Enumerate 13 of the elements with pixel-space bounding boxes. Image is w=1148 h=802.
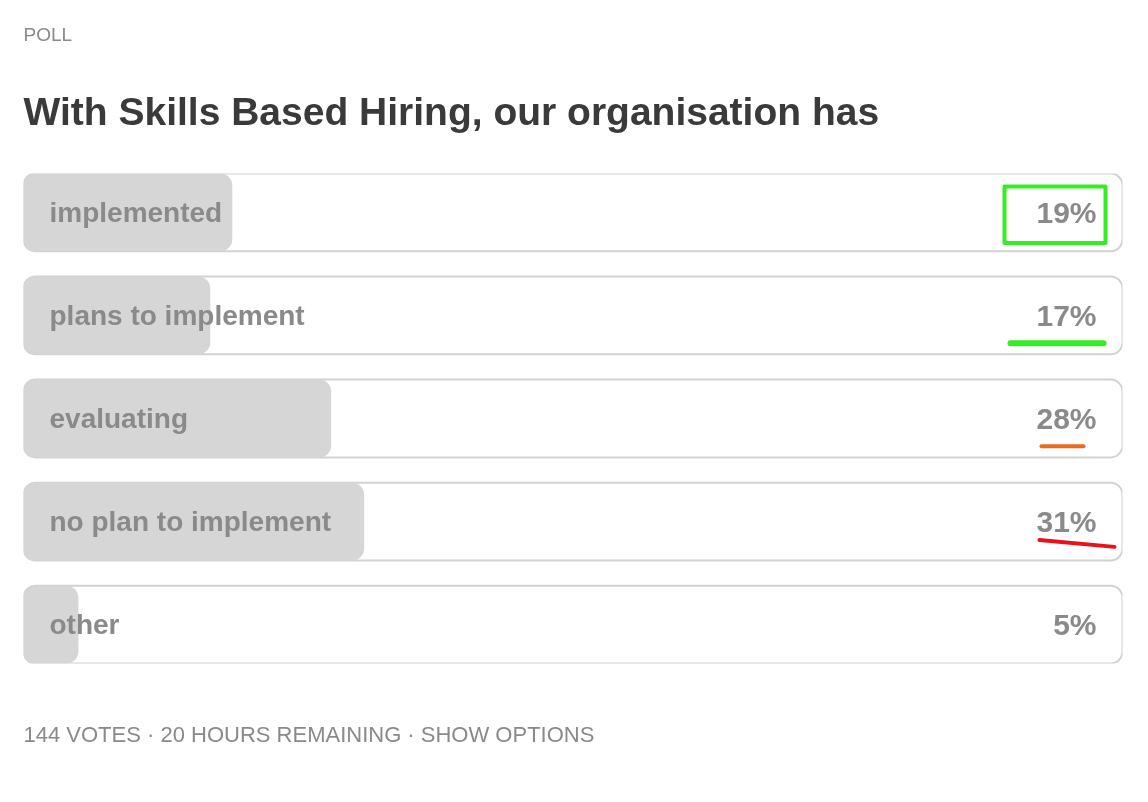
- y-tick-label: no plan to implement: [49, 506, 332, 538]
- chart-title: With Skills Based Hiring, our organisation has: [23, 89, 880, 133]
- y-tick-label: implemented: [49, 196, 223, 228]
- data-label: 17%: [1036, 298, 1097, 332]
- data-label: 28%: [1036, 402, 1097, 435]
- text: 144 VOTES · 20 HOURS REMAINING · SHOW OPTIONS: [23, 721, 595, 747]
- data-label: 19%: [1036, 195, 1097, 229]
- y-tick-label: other: [49, 609, 120, 641]
- data-label: 31%: [1036, 505, 1097, 539]
- y-tick-label: plans to implement: [49, 299, 305, 331]
- y-tick-label: evaluating: [49, 403, 188, 434]
- text: POLL: [23, 24, 73, 45]
- data-label: 5%: [1053, 608, 1097, 642]
